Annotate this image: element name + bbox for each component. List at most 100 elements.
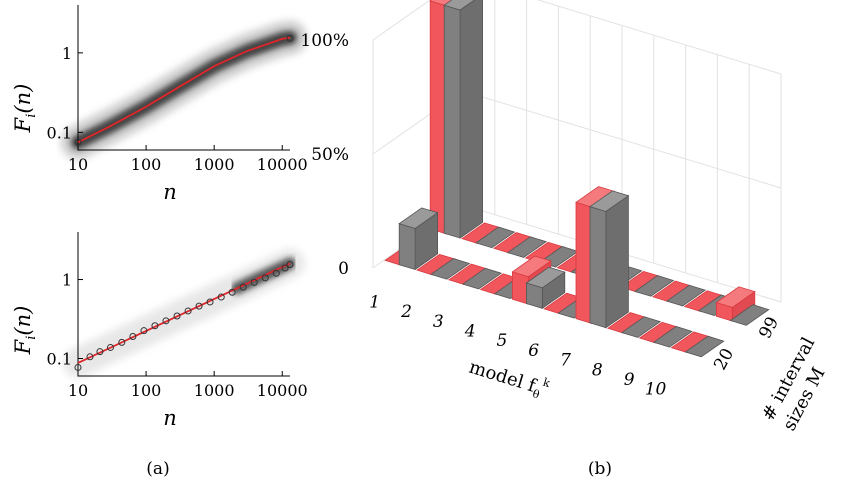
bar-top: [589, 190, 630, 212]
data-circle: [239, 283, 247, 291]
bar-base: [684, 335, 725, 358]
data-circle: [250, 278, 258, 286]
y-axis-label: Fi(n): [11, 84, 39, 134]
category-label: 10: [645, 380, 667, 400]
y-tick-label: 0.1: [47, 123, 72, 142]
x-tick-label: 10: [68, 155, 88, 174]
bar-top: [525, 266, 566, 289]
category-labels: 1 2 3 4 5 6 7 8 9 10: [369, 292, 666, 399]
x-tick-label: 1000: [194, 381, 235, 400]
data-circle: [74, 363, 82, 371]
x-tick-label: 100: [131, 155, 162, 174]
category-label: 8: [592, 360, 603, 380]
category-label: 6: [528, 341, 539, 361]
data-circle: [286, 34, 294, 42]
bar-front: [398, 223, 416, 271]
z-tick-label: 50%: [311, 145, 349, 165]
y-tick-label: 1: [62, 271, 72, 290]
model-sub: θ: [531, 387, 541, 401]
data-circle: [206, 298, 214, 306]
y-label-paren: (n): [11, 306, 35, 336]
bar-top: [443, 0, 476, 11]
bar-base: [652, 326, 693, 348]
caption-a: (a): [146, 459, 169, 479]
category-label: 4: [464, 321, 476, 341]
bar-top: [398, 207, 439, 229]
x-tick-label: 10000: [257, 381, 308, 400]
data-circle: [74, 138, 82, 146]
data-circle: [173, 312, 181, 320]
x-tick-label: 100: [131, 381, 162, 400]
model-word: model f: [467, 357, 540, 397]
x-axis-label: n: [163, 180, 177, 204]
x-tick-labels: 10 100 1000 10000: [68, 155, 308, 174]
z-tick-label: 0: [338, 259, 349, 279]
x-tick-labels: 10 100 1000 10000: [68, 381, 308, 400]
model-axis-label: model fθk: [466, 354, 552, 404]
grid-line-side: [372, 0, 432, 41]
bar-base: [729, 304, 770, 326]
bar-front: [512, 271, 529, 305]
category-label: 3: [433, 312, 444, 332]
bars: [384, 0, 770, 358]
data-circle: [151, 322, 159, 330]
caption-b: (b): [588, 459, 612, 479]
bar-front: [443, 4, 461, 239]
y-label-sub: i: [24, 114, 39, 118]
y-label-f: F: [11, 116, 35, 133]
data-circle: [281, 264, 289, 272]
data-circle: [129, 332, 137, 340]
data-circles: [74, 34, 294, 146]
y-tick-labels: 0.11: [47, 271, 72, 369]
bar-front: [575, 201, 593, 325]
data-circle: [140, 327, 148, 335]
data-circle: [86, 353, 94, 361]
z-tick-label: 100%: [300, 31, 349, 51]
data-circle: [184, 307, 192, 315]
tick-marks: [77, 279, 283, 376]
bar-top: [429, 0, 456, 7]
panel-a-bottom-plot: 10 100 1000 10000 0.11 n Fi(n): [11, 232, 308, 430]
data-circle: [217, 293, 225, 301]
y-tick-label: 0.1: [47, 349, 72, 368]
data-circle: [162, 317, 170, 325]
depth-tick-label: 20: [710, 345, 738, 373]
data-circle: [228, 288, 236, 296]
panel-a-top-plot: 10 100 1000 10000 0.11 n Fi(n): [11, 5, 308, 204]
data-circle: [261, 274, 269, 282]
data-circle: [96, 348, 104, 356]
bar-top: [511, 255, 552, 278]
bar-top: [715, 286, 756, 308]
bar-side: [459, 0, 484, 239]
y-label-sub: i: [24, 336, 39, 340]
model-sup: k: [541, 376, 551, 390]
data-circles: [74, 261, 294, 371]
x-tick-label: 10: [68, 381, 88, 400]
bar-base: [430, 258, 471, 280]
y-tick-labels: 0.11: [47, 44, 72, 142]
data-circle: [272, 269, 280, 277]
y-axis-label: Fi(n): [11, 306, 39, 356]
fit-line-path: [77, 262, 291, 364]
data-circle: [118, 338, 126, 346]
fit-line: [77, 36, 291, 144]
fit-line-path: [77, 36, 291, 144]
depth-tick-label: 99: [755, 314, 783, 342]
y-label-paren: (n): [11, 84, 35, 114]
y-tick-label: 1: [62, 44, 72, 63]
bar-side: [605, 194, 629, 329]
bar-base: [506, 236, 548, 258]
tick-marks: [77, 52, 283, 150]
category-label: 2: [400, 302, 412, 322]
category-label: 1: [369, 292, 380, 312]
category-label: 9: [624, 370, 635, 390]
data-circle: [195, 302, 203, 310]
x-axis-label: n: [163, 406, 177, 430]
bar-base: [620, 316, 662, 338]
data-circle: [106, 343, 114, 351]
bar-base: [475, 226, 516, 249]
bar-base: [461, 267, 503, 290]
z-tick-labels: 0 50% 100%: [300, 31, 349, 279]
